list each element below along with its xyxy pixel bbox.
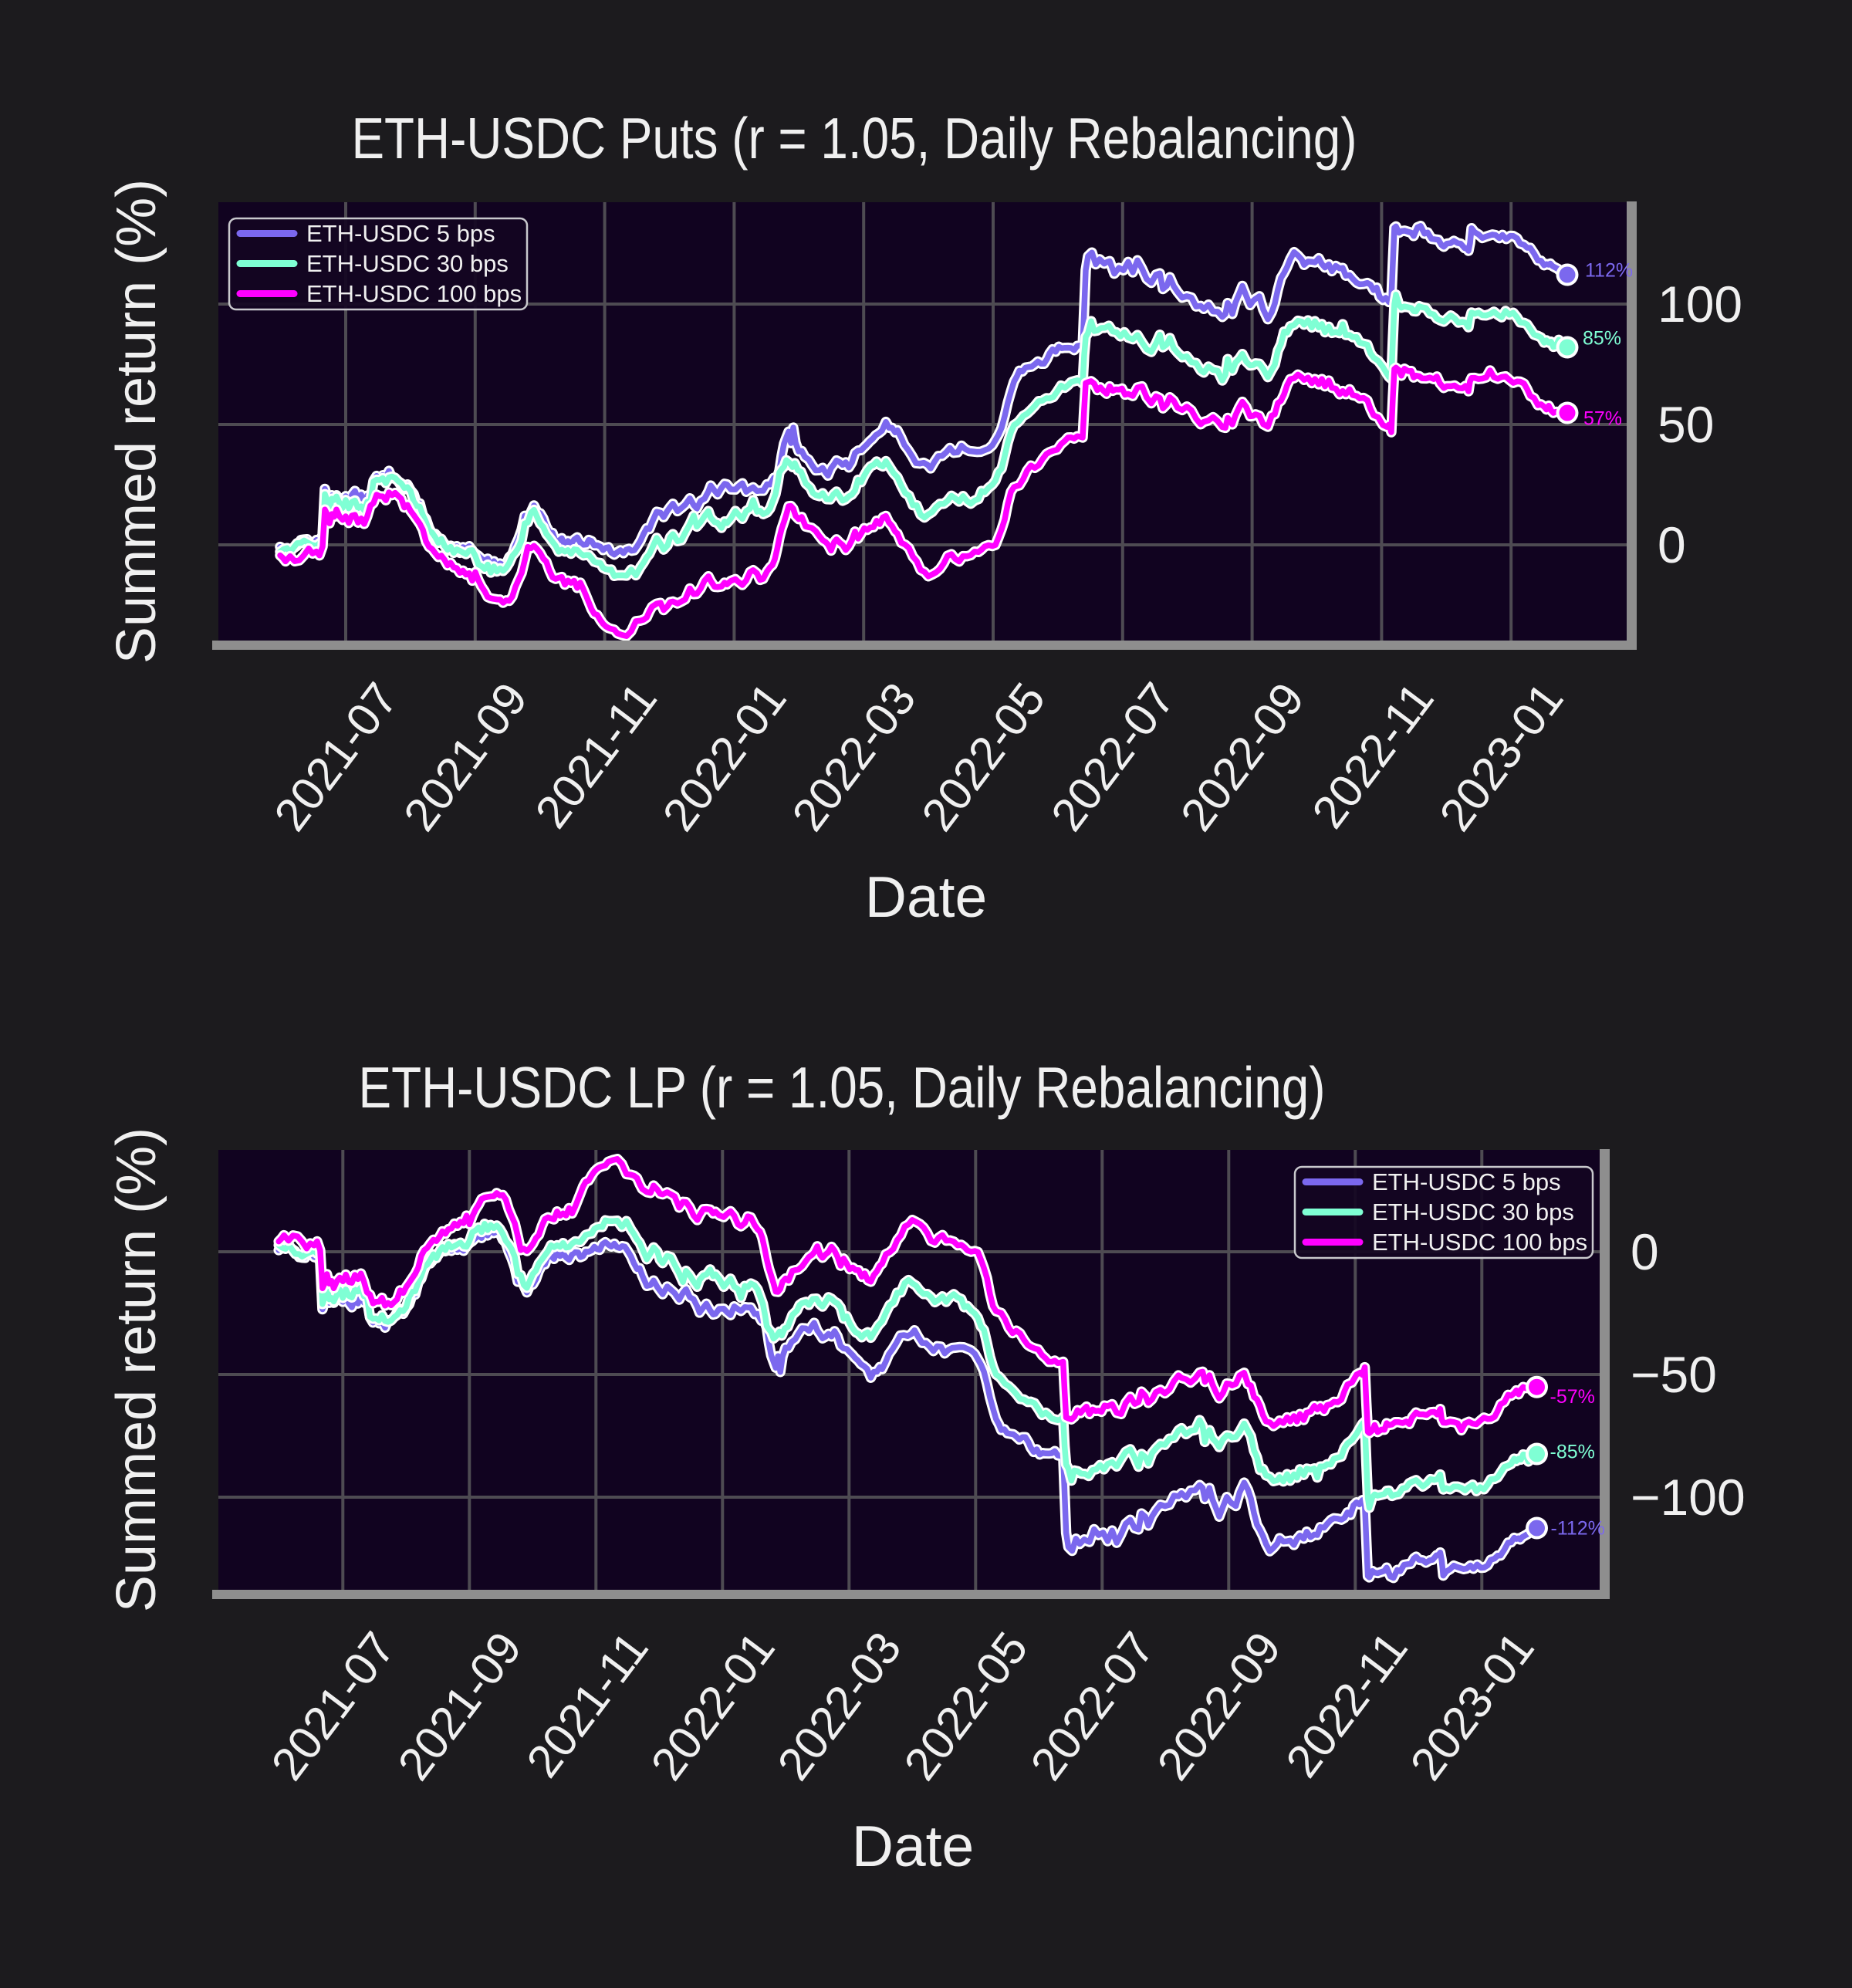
svg-text:Summed return (%): Summed return (%) <box>106 179 167 664</box>
svg-text:ETH-USDC 30 bps: ETH-USDC 30 bps <box>306 250 509 277</box>
svg-text:Summed return (%): Summed return (%) <box>106 1128 167 1612</box>
svg-text:ETH-USDC 30 bps: ETH-USDC 30 bps <box>1372 1199 1574 1226</box>
svg-text:Date: Date <box>852 1814 974 1878</box>
svg-text:Date: Date <box>865 864 987 929</box>
svg-text:ETH-USDC LP (r = 1.05, Daily R: ETH-USDC LP (r = 1.05, Daily Rebalancing… <box>359 1055 1326 1120</box>
svg-text:-57%: -57% <box>1550 1386 1595 1408</box>
svg-text:ETH-USDC Puts (r = 1.05, Daily: ETH-USDC Puts (r = 1.05, Daily Rebalanci… <box>352 106 1357 171</box>
svg-text:57%: 57% <box>1583 408 1622 430</box>
svg-text:-85%: -85% <box>1550 1442 1595 1463</box>
svg-text:112%: 112% <box>1585 260 1633 282</box>
svg-text:−50: −50 <box>1631 1346 1717 1403</box>
svg-text:50: 50 <box>1658 396 1714 453</box>
svg-text:0: 0 <box>1658 516 1686 573</box>
svg-text:ETH-USDC 100 bps: ETH-USDC 100 bps <box>1372 1229 1587 1256</box>
svg-text:ETH-USDC 5 bps: ETH-USDC 5 bps <box>1372 1168 1561 1195</box>
svg-text:−100: −100 <box>1631 1469 1746 1526</box>
svg-text:ETH-USDC 100 bps: ETH-USDC 100 bps <box>306 280 522 307</box>
svg-text:100: 100 <box>1658 276 1742 333</box>
svg-text:0: 0 <box>1631 1223 1659 1280</box>
svg-text:85%: 85% <box>1583 328 1621 350</box>
svg-text:ETH-USDC 5 bps: ETH-USDC 5 bps <box>306 220 495 247</box>
svg-text:-112%: -112% <box>1551 1518 1605 1540</box>
